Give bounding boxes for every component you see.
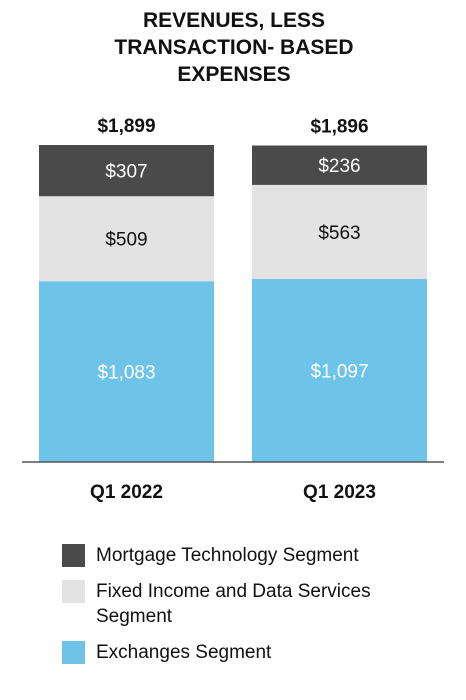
data-label-q1-2023-exchanges-segment: $1,097 [310,361,368,382]
legend-item-mortgage-technology: Mortgage Technology Segment [62,543,442,568]
chart-title-line-2: TRANSACTION- BASED [114,36,353,59]
legend: Mortgage Technology Segment Fixed Income… [62,543,442,676]
bar-q1-2023-fixed-income-and-data-services-segment [252,184,427,279]
total-label-q1-2022: $1,899 [97,116,155,137]
category-label-q1-2023: Q1 2023 [303,482,376,503]
bars-layer [39,145,427,462]
legend-item-exchanges: Exchanges Segment [62,640,442,665]
legend-label-mortgage-technology: Mortgage Technology Segment [96,545,359,566]
total-label-q1-2023: $1,896 [310,117,368,138]
data-label-q1-2023-fixed-income-and-data-services-segment: $563 [318,223,360,244]
bar-q1-2023-exchanges-segment [252,278,427,462]
legend-swatch-fixed-income [62,580,85,603]
legend-label-exchanges: Exchanges Segment [96,642,272,663]
legend-swatch-mortgage-technology [62,544,85,567]
legend-label-fixed-income: Fixed Income and Data Services Segment [96,581,371,627]
legend-swatch-exchanges [62,641,85,664]
bar-q1-2022-mortgage-technology-segment [39,145,214,197]
bar-q1-2022-exchanges-segment [39,281,214,462]
category-label-q1-2022: Q1 2022 [90,482,163,503]
chart-title-line-3: EXPENSES [177,63,290,86]
bar-q1-2022-fixed-income-and-data-services-segment [39,196,214,282]
data-label-q1-2022-fixed-income-and-data-services-segment: $509 [105,230,147,251]
bar-q1-2023-mortgage-technology-segment [252,145,427,185]
data-label-q1-2022-exchanges-segment: $1,083 [97,363,155,384]
stacked-bar-chart: REVENUES, LESS TRANSACTION- BASED EXPENS… [22,9,444,503]
labels-layer: $1,083 $509 $307 $1,899 Q1 2022 $1,097 $563 $23… [90,116,376,503]
legend-item-fixed-income: Fixed Income and Data Services Segment [62,579,442,629]
chart-title-line-1: REVENUES, LESS [143,9,325,32]
data-label-q1-2022-mortgage-technology-segment: $307 [105,162,147,183]
data-label-q1-2023-mortgage-technology-segment: $236 [318,156,360,177]
